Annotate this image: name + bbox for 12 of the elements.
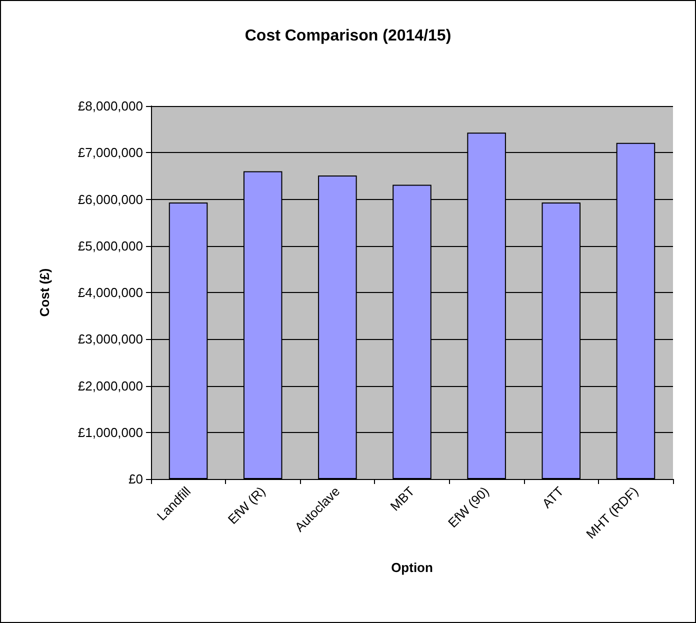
- y-tick-label: £7,000,000: [78, 145, 143, 160]
- y-tick-label: £8,000,000: [78, 98, 143, 114]
- y-axis-title: Cost (£): [37, 268, 52, 317]
- x-axis-title: Option: [391, 560, 433, 575]
- y-tick-label: £2,000,000: [78, 378, 143, 394]
- y-tick-label: £0: [128, 472, 143, 486]
- y-tick-label: £5,000,000: [78, 238, 143, 254]
- y-tick-label: £4,000,000: [78, 285, 143, 300]
- y-tick-label: £1,000,000: [78, 424, 143, 440]
- chart-title: Cost Comparison (2014/15): [244, 28, 452, 44]
- y-tick-label: £6,000,000: [78, 192, 143, 207]
- y-tick-label: £3,000,000: [78, 332, 143, 347]
